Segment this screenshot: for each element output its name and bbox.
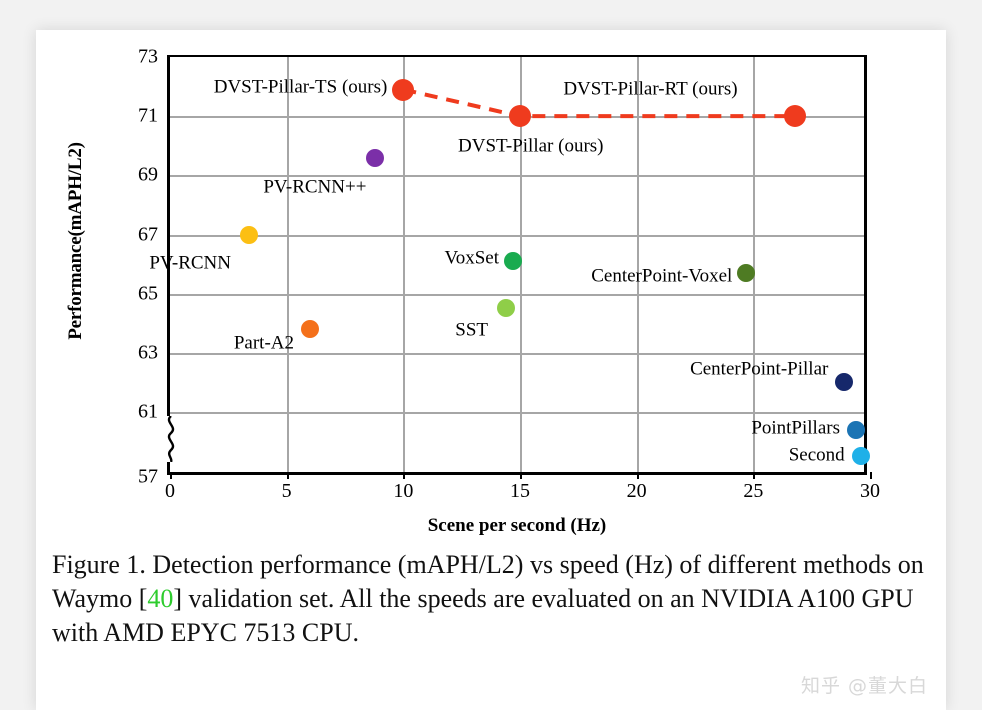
y-axis-tick-label: 63 [138,341,158,364]
y-axis-tick-label: 67 [138,223,158,245]
x-axis-label: Scene per second (Hz) [427,515,607,536]
scatter-point[interactable] [497,299,515,318]
watermark: 知乎 @董大白 [800,675,928,697]
scatter-point-label: DVST-Pillar (ours) [458,135,604,157]
scatter-point-label: VoxSet [444,247,499,269]
scatter-point[interactable] [835,373,854,392]
x-axis-tick-mark [286,472,289,479]
scatter-point-label: Second [788,444,845,466]
gridline-vertical [403,57,406,472]
x-axis-tick-mark [403,472,406,479]
scatter-point[interactable] [301,320,319,339]
x-axis-tick-label: 5 [281,480,292,502]
gridline-horizontal [170,234,864,237]
y-axis-tick-label: 69 [138,163,158,186]
y-axis-tick-label: 73 [138,45,158,68]
scatter-point-label: Part-A2 [233,332,294,354]
scatter-point[interactable] [784,105,807,128]
x-axis-tick-mark [170,472,172,479]
scatter-point[interactable] [366,148,385,167]
scatter-point[interactable] [504,252,522,271]
scatter-point[interactable] [240,225,259,244]
y-axis-label: Performance(mAPH/L2) [65,142,86,340]
x-axis-tick-mark [753,472,756,479]
caption-prefix: Figure 1. Detection performance (mAPH/L2… [52,550,924,613]
scatter-point-label: PV-RCNN [149,252,232,273]
gridline-vertical [636,57,639,472]
x-axis-tick-label: 0 [165,480,175,502]
y-axis-tick-label: 71 [138,104,158,127]
figure-page: Performance(mAPH/L2) 73 71 69 67 65 63 61 57 0 5 1… [36,30,946,710]
gridline-horizontal [170,412,864,414]
figure-caption: Figure 1. Detection performance (mAPH/L2… [52,548,932,649]
scatter-point-label: CenterPoint-Voxel [591,265,733,287]
y-axis-tick-label: 61 [138,400,158,423]
x-axis-tick-label: 10 [393,480,414,502]
y-axis-tick-label: 57 [138,465,158,488]
scatter-point-label: PV-RCNN++ [263,176,367,198]
x-axis-tick-label: 20 [626,480,647,502]
x-axis-tick-mark [520,472,522,479]
gridline-vertical [753,57,756,472]
plot-area: 73 71 69 67 65 63 61 57 0 5 10 15 20 25 30 DVST-Pillar-… [138,46,880,503]
gridline-horizontal [170,352,864,355]
y-axis-break-icon [161,415,181,463]
x-axis-tick-label: 15 [510,480,530,502]
x-axis-tick-label: 30 [860,480,880,502]
scatter-point-label: DVST-Pillar-TS (ours) [213,76,388,98]
scatter-point[interactable] [851,446,870,465]
x-axis-tick-mark [870,472,872,479]
scatter-point-label: DVST-Pillar-RT (ours) [563,78,738,100]
scatter-point[interactable] [847,420,865,439]
scatter-point-label: PointPillars [751,417,840,439]
caption-citation[interactable]: 40 [147,583,174,613]
scatter-point[interactable] [392,78,415,101]
gridline-horizontal [170,293,864,296]
gridline-vertical [286,57,289,472]
scatter-point[interactable] [509,105,531,128]
x-axis-tick-label: 25 [743,480,764,502]
scatter-point[interactable] [737,263,756,282]
scatter-point-label: CenterPoint-Pillar [690,358,829,380]
scatter-point-label: SST [455,319,488,341]
y-axis-tick-label: 65 [138,282,158,305]
x-axis-tick-mark [636,472,639,479]
gridline-horizontal [170,175,864,178]
caption-suffix: ] validation set. All the speeds are eva… [52,583,914,647]
chart-figure: Performance(mAPH/L2) 73 71 69 67 65 63 61 57 0 5 1… [36,30,946,540]
